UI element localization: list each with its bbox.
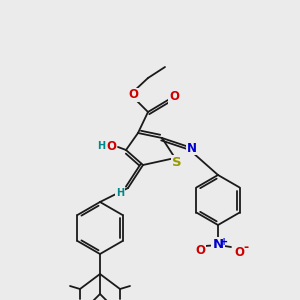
Text: +: + — [220, 237, 228, 247]
Text: O: O — [128, 88, 138, 101]
Text: -: - — [243, 242, 249, 254]
Text: O: O — [169, 91, 179, 103]
Text: N: N — [187, 142, 197, 154]
Text: O: O — [106, 140, 116, 154]
Text: O: O — [195, 244, 205, 257]
Text: H: H — [116, 188, 124, 198]
Text: H: H — [97, 141, 105, 151]
Text: O: O — [234, 247, 244, 260]
Text: N: N — [212, 238, 224, 251]
Text: S: S — [172, 157, 182, 169]
